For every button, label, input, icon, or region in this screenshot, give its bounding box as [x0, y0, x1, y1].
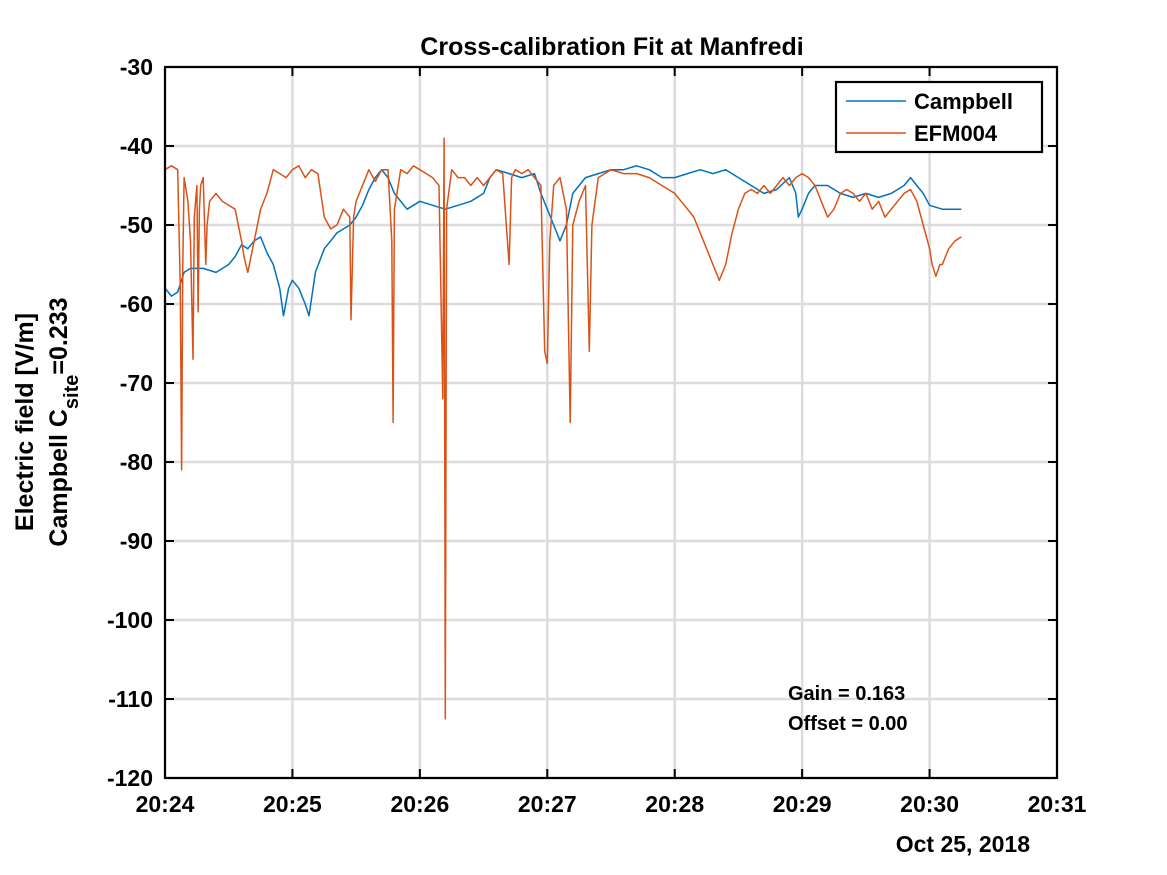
- y-tick-label: -100: [107, 607, 153, 633]
- series-layer: [164, 137, 962, 720]
- legend-label-campbell: Campbell: [914, 89, 1013, 114]
- x-axis-date-label: Oct 25, 2018: [896, 831, 1030, 857]
- y-tick-label: -80: [120, 449, 153, 475]
- annotation-offset: Offset = 0.00: [788, 713, 908, 735]
- y-tick-label: -30: [120, 54, 153, 80]
- y-axis-label-line1: Electric field [V/m]: [11, 313, 39, 531]
- y-tick-label: -110: [108, 686, 153, 712]
- x-tick-label: 20:30: [900, 791, 959, 817]
- x-tick-label: 20:27: [518, 791, 577, 817]
- y-tick-label: -60: [120, 291, 153, 317]
- x-tick-label: 20:24: [136, 791, 195, 817]
- legend: Campbell EFM004: [834, 80, 1044, 154]
- x-tick-label: 20:28: [645, 791, 704, 817]
- y-axis-label-line2-suffix: =0.233: [45, 297, 73, 374]
- x-axis-tick-labels: 20:24 20:25 20:26 20:27 20:28 20:29 20:30 20:31: [136, 791, 1087, 817]
- axis-ticks: [164, 66, 1058, 779]
- y-axis-label-line2-prefix: Campbell C: [45, 409, 73, 547]
- x-tick-label: 20:26: [390, 791, 449, 817]
- y-axis-label-line2: Campbell Csite=0.233: [45, 297, 83, 546]
- x-tick-label: 20:25: [263, 791, 322, 817]
- y-axis-tick-labels: -120 -110 -100 -90 -80 -70 -60 -50 -40 -30: [107, 54, 153, 791]
- y-tick-label: -70: [120, 370, 153, 396]
- series-line-campbell: [164, 165, 962, 317]
- chart-title: Cross-calibration Fit at Manfredi: [420, 33, 803, 61]
- y-tick-label: -120: [107, 765, 153, 791]
- y-tick-label: -40: [120, 133, 153, 159]
- y-tick-label: -50: [120, 212, 153, 238]
- plot-area-frame: [163, 65, 1059, 780]
- y-axis-label: Electric field [V/m] Campbell Csite=0.23…: [11, 297, 83, 546]
- x-tick-label: 20:29: [773, 791, 832, 817]
- series-line-efm004: [164, 137, 962, 720]
- legend-label-efm004: EFM004: [914, 121, 998, 146]
- x-tick-label: 20:31: [1028, 791, 1087, 817]
- legend-box: [834, 80, 1044, 154]
- y-tick-label: -90: [120, 528, 153, 554]
- y-axis-label-subscript: site: [61, 375, 83, 409]
- annotation-gain: Gain = 0.163: [788, 683, 905, 705]
